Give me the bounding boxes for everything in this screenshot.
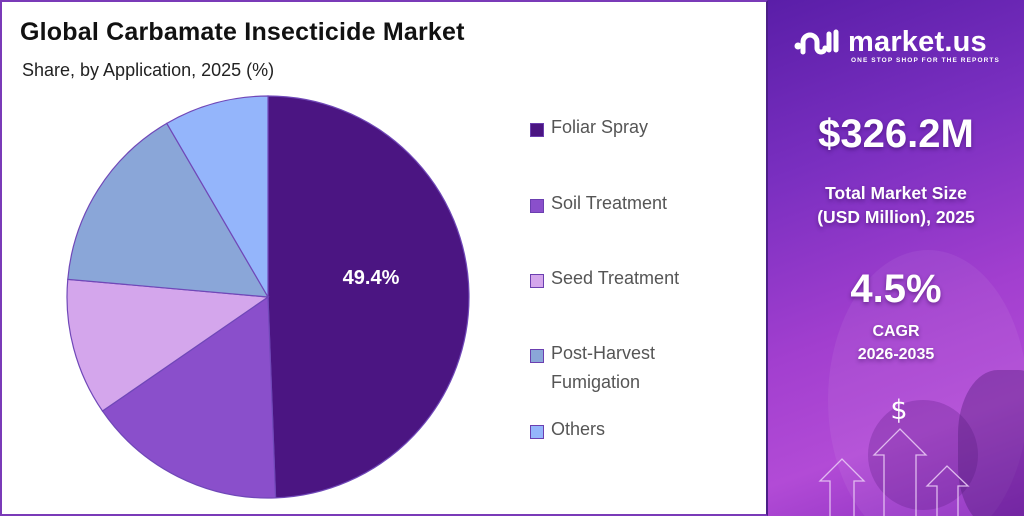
cagr-label-line2: 2026-2035 [857,346,935,363]
pie-chart: 49.4% [66,95,470,499]
market-us-logo-icon [794,29,839,55]
brand-name: market.us [848,26,987,58]
pie-slice-seed-treatment [66,278,270,412]
legend-swatch [530,199,544,213]
legend-swatch [530,123,544,137]
pie-slice-others [165,95,269,300]
legend-label: Others [551,419,606,439]
legend-item-foliar-spray: Foliar Spray [530,117,750,142]
legend-item-soil-treatment: Soil Treatment [530,193,750,218]
legend-label: Soil Treatment [551,193,668,213]
brand-logo: market.us [794,26,987,58]
legend-swatch [530,274,544,288]
market-size-value: $326.2M [818,112,974,156]
chart-subtitle: Share, by Application, 2025 (%) [22,60,275,80]
background-decoration [958,370,1024,516]
legend-item-post-harvest-fumigation: Post-Harvest Fumigation [530,343,680,397]
legend-label: Seed Treatment [551,268,680,288]
legend-item-others: Others [530,419,750,444]
pie-slice-foliar-spray [267,95,470,499]
stats-panel: market.us ONE STOP SHOP FOR THE REPORTS … [768,0,1024,516]
market-size-label-line1: Total Market Size [825,183,967,203]
market-size-label-line2: (USD Million), 2025 [817,207,975,227]
brand-tagline: ONE STOP SHOP FOR THE REPORTS [851,57,1000,64]
chart-title: Global Carbamate Insecticide Market [20,18,465,46]
legend-label: Post-Harvest Fumigation [551,343,656,392]
pie-data-label: 49.4% [343,267,400,289]
cagr-label: CAGR 2026-2035 [768,320,1024,366]
legend-label: Foliar Spray [551,117,649,137]
background-decoration [828,250,1024,516]
cagr-label-line1: CAGR [872,323,920,340]
cagr-value: 4.5% [850,267,942,311]
pie-slice-soil-treatment [101,295,277,499]
legend-item-seed-treatment: Seed Treatment [530,268,750,293]
growth-arrows-icon: $ [818,395,970,516]
market-size-label: Total Market Size (USD Million), 2025 [768,181,1024,229]
pie-slice-post-harvest-fumigation [67,122,270,298]
legend-swatch [530,425,544,439]
dollar-icon: $ [890,395,907,426]
pie-slices [66,95,470,499]
legend-swatch [530,349,544,363]
